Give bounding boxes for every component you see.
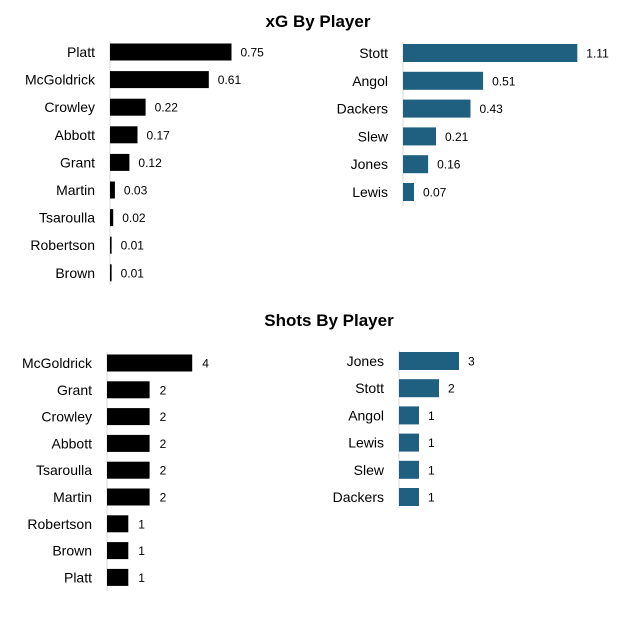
xg-chart-left: Platt 0.75 McGoldrick 0.61 Crowley 0.22 Abbott… (25, 41, 264, 285)
data-label: 0.61 (218, 73, 242, 87)
category-label: Lewis (352, 184, 388, 200)
bar-stott (403, 44, 578, 62)
category-label: Stott (355, 380, 384, 396)
data-label: 0.75 (241, 46, 265, 60)
data-label: 0.12 (138, 156, 162, 170)
category-label: McGoldrick (25, 72, 96, 88)
bar-angol (403, 71, 484, 90)
bar-abbott (107, 434, 150, 452)
category-label: Platt (67, 44, 95, 60)
data-label: 0.02 (122, 211, 146, 225)
bar-tsaroulla (107, 461, 150, 479)
category-label: Grant (57, 382, 92, 398)
data-label: 0.22 (155, 101, 179, 115)
data-label: 0.17 (147, 128, 171, 142)
category-label: Abbott (52, 435, 93, 451)
data-label: 2 (160, 464, 167, 478)
category-label: Slew (358, 128, 389, 144)
data-label: 0.51 (492, 74, 516, 88)
data-label: 1 (428, 436, 435, 450)
category-label: Lewis (348, 435, 384, 451)
category-label: Martin (56, 182, 95, 198)
shots-chart-title: Shots By Player (264, 311, 394, 330)
category-label: Dackers (337, 101, 388, 117)
bar-martin (110, 181, 115, 199)
data-label: 1 (428, 463, 435, 477)
category-label: Tsaroulla (39, 210, 95, 226)
data-label: 4 (202, 357, 209, 371)
data-label: 2 (448, 382, 455, 396)
bar-platt (107, 568, 129, 586)
bar-angol (399, 406, 419, 425)
category-label: Robertson (30, 237, 95, 253)
bar-dackers (399, 488, 419, 506)
category-label: Crowley (41, 409, 92, 425)
category-label: Angol (352, 73, 388, 89)
category-label: Stott (359, 45, 388, 61)
data-label: 0.03 (124, 184, 148, 198)
data-label: 1 (138, 544, 145, 558)
bar-dackers (403, 99, 471, 118)
category-label: Jones (351, 156, 388, 172)
category-label: Slew (354, 462, 385, 478)
category-label: Brown (52, 543, 92, 559)
category-label: Dackers (333, 489, 384, 505)
data-label: 2 (160, 383, 167, 397)
data-label: 0.01 (121, 239, 145, 253)
data-label: 1 (428, 409, 435, 423)
bar-jones (399, 352, 459, 370)
bar-jones (403, 155, 429, 174)
bar-tsaroulla (110, 209, 114, 227)
category-label: Tsaroulla (36, 462, 92, 478)
shots-chart-left: McGoldrick 4 Grant 2 Crowley 2 Abbott 2 Tsaroull… (22, 352, 209, 591)
bar-lewis (399, 433, 419, 452)
bar-crowley (107, 408, 150, 426)
data-label: 2 (160, 491, 167, 505)
category-label: Abbott (55, 127, 96, 143)
data-label: 0.21 (445, 130, 469, 144)
data-label: 0.01 (121, 266, 145, 280)
bar-grant (110, 153, 130, 171)
data-label: 2 (160, 437, 167, 451)
data-label: 1.11 (586, 47, 609, 61)
category-label: McGoldrick (22, 355, 93, 371)
bar-slew (399, 460, 419, 479)
bar-slew (403, 127, 436, 146)
data-label: 0.07 (423, 186, 447, 200)
bar-abbott (110, 126, 138, 144)
data-label: 0.43 (480, 102, 504, 116)
category-label: Grant (60, 154, 95, 170)
bar-crowley (110, 98, 146, 116)
bar-robertson (110, 236, 112, 254)
data-label: 1 (138, 517, 145, 531)
bar-mcgoldrick (110, 71, 209, 89)
data-label: 3 (468, 355, 475, 369)
category-label: Robertson (27, 516, 92, 532)
bar-mcgoldrick (107, 354, 193, 372)
data-label: 0.16 (437, 158, 461, 172)
data-label: 1 (138, 571, 145, 585)
bar-martin (107, 488, 150, 506)
category-label: Angol (348, 407, 384, 423)
data-label: 1 (428, 491, 435, 505)
bar-robertson (107, 515, 129, 533)
bar-brown (107, 542, 129, 560)
shots-chart-right: Jones 3 Stott 2 Angol 1 Lewis 1 Slew 1 Dackers 1 (333, 350, 475, 508)
bar-lewis (403, 183, 414, 201)
bar-grant (107, 381, 150, 399)
bar-platt (110, 43, 232, 61)
category-label: Martin (53, 489, 92, 505)
category-label: Platt (64, 569, 92, 585)
category-label: Brown (55, 265, 95, 281)
bar-stott (399, 379, 439, 398)
bar-brown (110, 264, 112, 282)
category-label: Crowley (44, 99, 95, 115)
xg-chart-right: Stott 1.11 Angol 0.51 Dackers 0.43 Slew 0.21 Jon… (337, 42, 609, 206)
xg-chart-title: xG By Player (266, 12, 371, 31)
data-label: 2 (160, 410, 167, 424)
category-label: Jones (347, 353, 384, 369)
